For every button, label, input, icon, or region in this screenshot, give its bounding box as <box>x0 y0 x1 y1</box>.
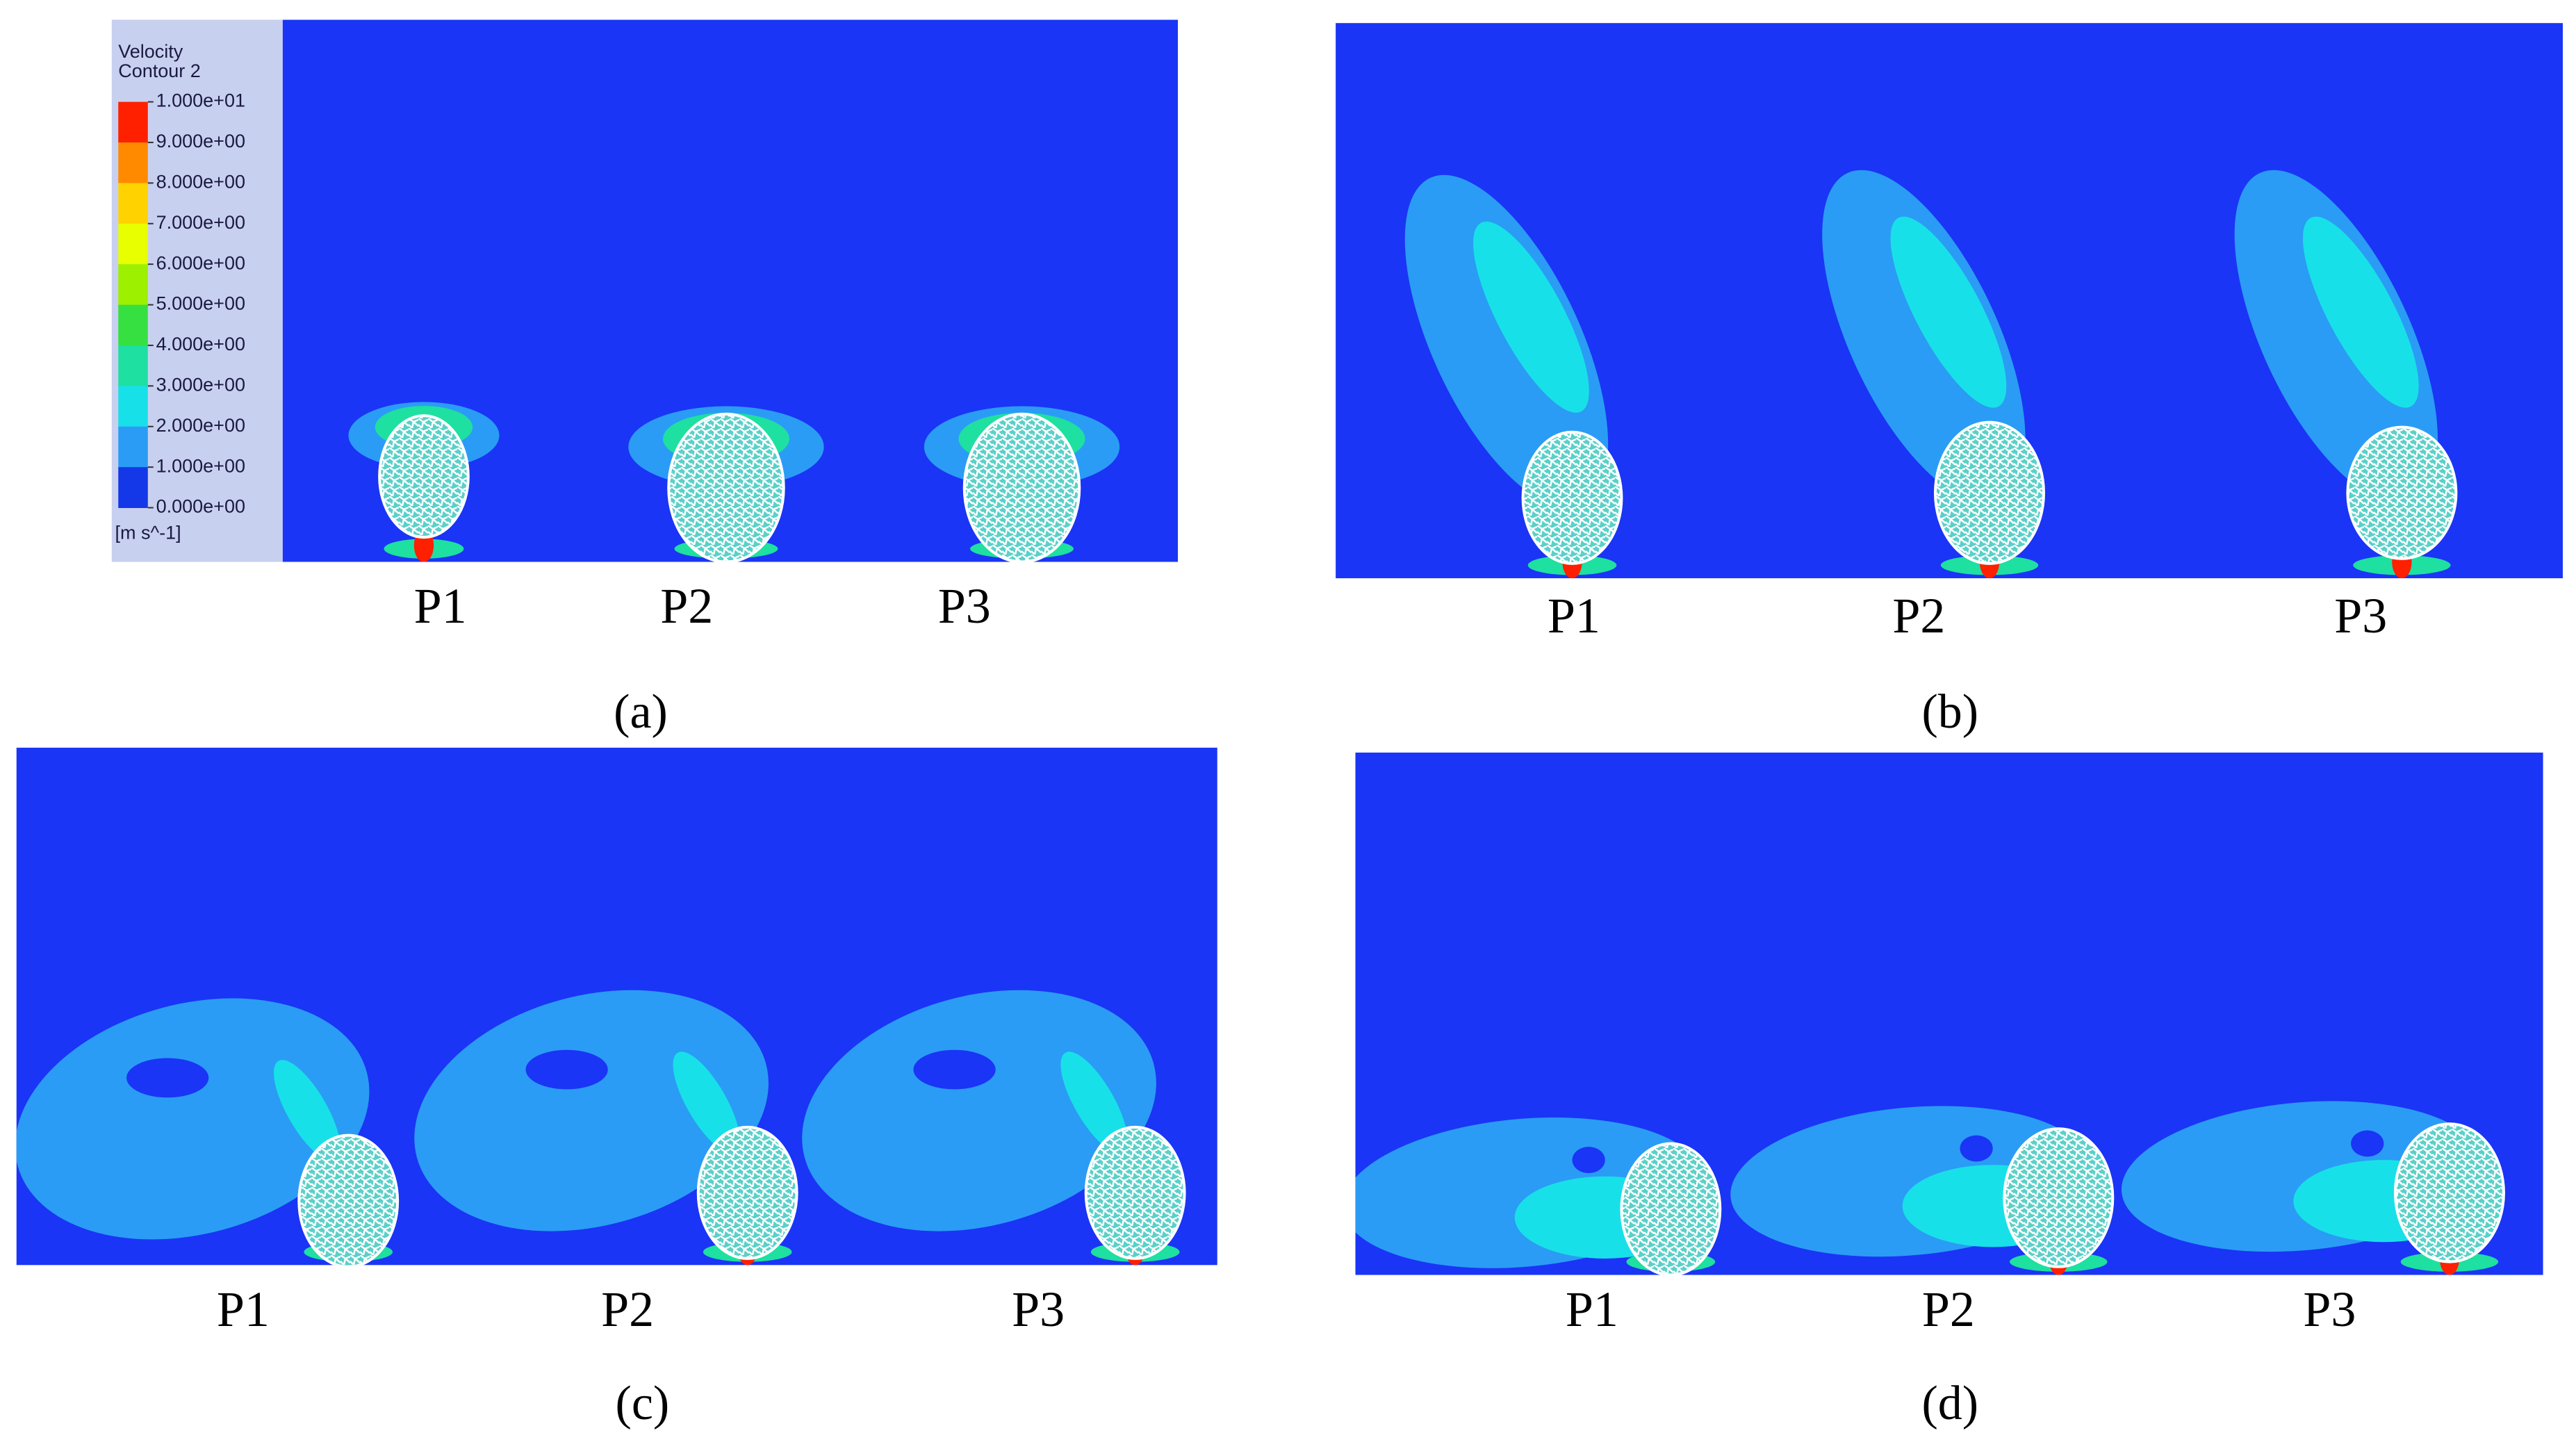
colorbar-band <box>118 304 148 346</box>
particle-cloud <box>297 1133 400 1266</box>
colorbar-band <box>118 223 148 265</box>
panel-caption: (d) <box>1921 1377 1978 1430</box>
colorbar-band <box>118 264 148 306</box>
position-label: P2 <box>601 1282 654 1337</box>
legend-title: Contour 2 <box>118 60 201 81</box>
flow-region <box>2351 1130 2384 1157</box>
position-label: P3 <box>2303 1282 2356 1337</box>
colorbar-tick-label: 3.000e+00 <box>156 374 245 395</box>
contour-panel <box>1355 752 2543 1275</box>
particle-cloud <box>378 414 470 539</box>
particle-cloud <box>1620 1142 1722 1275</box>
colorbar-band <box>118 142 148 183</box>
particle-cloud <box>2003 1127 2115 1268</box>
colorbar-tick-label: 7.000e+00 <box>156 212 245 233</box>
flow-region <box>126 1058 209 1098</box>
flow-region <box>16 998 370 1240</box>
flow-region <box>913 1049 996 1090</box>
panel-caption: (c) <box>616 1377 670 1430</box>
position-label: P2 <box>1922 1282 1975 1337</box>
particle-cloud <box>1933 420 2046 565</box>
contour-panel <box>16 747 1217 1266</box>
particle-cloud <box>696 1125 798 1260</box>
particle-cloud <box>2346 425 2458 560</box>
colorbar-band <box>118 183 148 224</box>
legend-title: Velocity <box>118 41 183 62</box>
contour-panel <box>1336 23 2563 579</box>
colorbar-tick-label: 6.000e+00 <box>156 252 245 273</box>
colorbar-tick-label: 1.000e+00 <box>156 455 245 476</box>
flow-region <box>1473 221 1589 413</box>
flow-region <box>2302 216 2419 408</box>
colorbar-tick-label: 8.000e+00 <box>156 171 245 192</box>
panel-caption: (a) <box>614 685 668 739</box>
flow-region <box>414 990 769 1231</box>
position-label: P1 <box>414 578 467 634</box>
flow-region <box>673 1051 740 1154</box>
position-label: P3 <box>1012 1282 1065 1337</box>
colorbar-tick-label: 1.000e+01 <box>156 90 245 111</box>
colorbar-band <box>118 386 148 427</box>
contour-panel <box>282 19 1179 562</box>
position-label: P1 <box>1566 1282 1618 1337</box>
colorbar-tick-label: 5.000e+00 <box>156 293 245 314</box>
panel-caption: (b) <box>1921 685 1978 739</box>
colorbar-band <box>118 467 148 509</box>
flow-region <box>802 990 1156 1231</box>
flow-region <box>273 1060 341 1162</box>
colorbar-tick-label: 2.000e+00 <box>156 415 245 436</box>
flow-region <box>2234 170 2438 504</box>
particle-cloud <box>1521 430 1623 565</box>
particle-cloud <box>667 412 785 562</box>
particle-cloud <box>1084 1125 1186 1260</box>
colorbar-unit: [m s^-1] <box>115 522 181 543</box>
flow-region <box>1572 1147 1605 1174</box>
particle-cloud <box>2393 1122 2505 1263</box>
flow-region <box>1060 1051 1128 1154</box>
position-label: P2 <box>660 578 713 634</box>
position-label: P2 <box>1892 588 1945 644</box>
colorbar-band <box>118 101 148 143</box>
colorbar-band <box>118 426 148 468</box>
flow-region <box>1822 170 2026 504</box>
colorbar-tick-label: 0.000e+00 <box>156 496 245 517</box>
position-label: P3 <box>2334 588 2387 644</box>
colorbar-tick-label: 9.000e+00 <box>156 131 245 152</box>
colorbar-band <box>118 345 148 386</box>
position-label: P1 <box>217 1282 270 1337</box>
flow-region <box>1890 216 2007 408</box>
particle-cloud <box>962 412 1081 562</box>
colorbar-tick-label: 4.000e+00 <box>156 334 245 354</box>
flow-region <box>525 1049 608 1090</box>
position-label: P3 <box>938 578 991 634</box>
flow-region <box>1404 174 1609 509</box>
position-label: P1 <box>1548 588 1600 644</box>
flow-region <box>1960 1135 1993 1162</box>
